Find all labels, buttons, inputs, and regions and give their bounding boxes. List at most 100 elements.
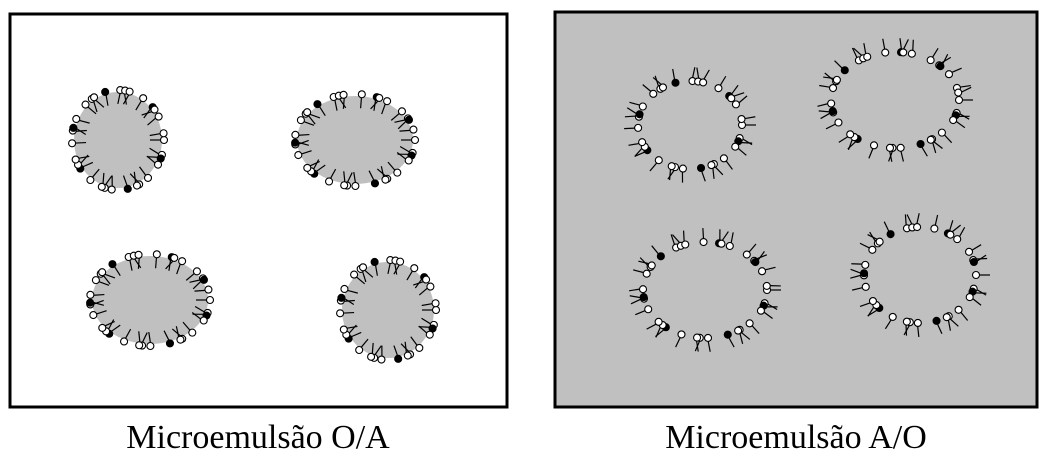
surfactant-head bbox=[705, 334, 712, 341]
surfactant-head bbox=[200, 317, 207, 324]
surfactant-head bbox=[950, 117, 957, 124]
surfactant-head bbox=[140, 95, 147, 102]
surfactant-head bbox=[87, 291, 94, 298]
surfactant-tail bbox=[195, 290, 206, 291]
surfactant-head bbox=[746, 320, 753, 327]
surfactant-head bbox=[200, 276, 207, 283]
surfactant-head bbox=[326, 178, 333, 185]
surfactant-head bbox=[433, 307, 440, 314]
surfactant-head bbox=[871, 142, 878, 149]
surfactant-head bbox=[82, 101, 89, 108]
surfactant-tail bbox=[361, 98, 362, 108]
surfactant-head bbox=[376, 94, 383, 101]
surfactant-head bbox=[835, 119, 842, 126]
surfactant-head bbox=[724, 331, 731, 338]
surfactant-head bbox=[72, 156, 79, 163]
surfactant-head bbox=[179, 258, 186, 265]
surfactant-head bbox=[136, 342, 143, 349]
surfactant-head bbox=[397, 258, 404, 265]
surfactant-head bbox=[147, 342, 154, 349]
surfactant-head bbox=[715, 85, 722, 92]
surfactant-head bbox=[732, 143, 739, 150]
surfactant-head bbox=[189, 329, 196, 336]
surfactant-head bbox=[153, 251, 160, 258]
surfactant-head bbox=[73, 115, 80, 122]
surfactant-head bbox=[356, 346, 363, 353]
surfactant-head bbox=[640, 294, 647, 301]
surfactant-head bbox=[735, 327, 742, 334]
surfactant-head bbox=[314, 101, 321, 108]
surfactant-head bbox=[763, 282, 770, 289]
surfactant-head bbox=[423, 276, 430, 283]
surfactant-head bbox=[91, 94, 98, 101]
surfactant-head bbox=[410, 126, 417, 133]
surfactant-head bbox=[645, 306, 652, 313]
surfactant-head bbox=[682, 241, 689, 248]
surfactant-head bbox=[135, 251, 142, 258]
surfactant-head bbox=[862, 261, 869, 268]
surfactant-head bbox=[886, 144, 893, 151]
surfactant-head bbox=[635, 124, 642, 131]
surfactant-tail bbox=[905, 214, 906, 225]
surfactant-head bbox=[394, 169, 401, 176]
surfactant-head bbox=[954, 236, 961, 243]
surfactant-tail bbox=[742, 143, 753, 144]
surfactant-head bbox=[889, 313, 896, 320]
surfactant-head bbox=[340, 91, 347, 98]
surfactant-head bbox=[927, 57, 934, 64]
surfactant-head bbox=[841, 67, 848, 74]
surfactant-head bbox=[698, 164, 705, 171]
surfactant-head bbox=[92, 277, 99, 284]
surfactant-tail bbox=[156, 258, 157, 268]
surfactant-head bbox=[90, 312, 97, 319]
surfactant-head bbox=[943, 314, 950, 321]
surfactant-head bbox=[829, 108, 836, 115]
surfactant-head bbox=[655, 157, 662, 164]
surfactant-head bbox=[655, 318, 662, 325]
surfactant-head bbox=[887, 231, 894, 238]
surfactant-head bbox=[657, 253, 664, 260]
surfactant-head bbox=[70, 124, 77, 131]
surfactant-head bbox=[351, 271, 358, 278]
surfactant-head bbox=[759, 268, 766, 275]
surfactant-head bbox=[869, 246, 876, 253]
surfactant-head bbox=[177, 336, 184, 343]
surfactant-head bbox=[937, 63, 944, 70]
caption: Microemulsão A/O bbox=[665, 419, 927, 456]
surfactant-tail bbox=[94, 295, 105, 296]
surfactant-head bbox=[341, 182, 348, 189]
surfactant-head bbox=[412, 137, 419, 144]
surfactant-head bbox=[358, 91, 365, 98]
surfactant-head bbox=[672, 79, 679, 86]
surfactant-tail bbox=[103, 173, 104, 184]
surfactant-head bbox=[956, 97, 963, 104]
surfactant-head bbox=[945, 71, 952, 78]
surfactant-head bbox=[126, 88, 133, 95]
surfactant-head bbox=[847, 131, 854, 138]
surfactant-head bbox=[931, 225, 938, 232]
surfactant-head bbox=[360, 264, 367, 271]
surfactant-tail bbox=[299, 135, 310, 136]
surfactant-head bbox=[297, 117, 304, 124]
surfactant-head bbox=[292, 139, 299, 146]
surfactant-head bbox=[340, 326, 347, 333]
surfactant-head bbox=[398, 108, 405, 115]
surfactant-head bbox=[378, 356, 385, 363]
surfactant-head bbox=[99, 324, 106, 331]
caption: Microemulsão O/A bbox=[126, 419, 390, 456]
surfactant-head bbox=[882, 49, 889, 56]
surfactant-head bbox=[166, 340, 173, 347]
water-in-oil-panel bbox=[555, 12, 1037, 407]
surfactant-head bbox=[694, 334, 701, 341]
surfactant-head bbox=[903, 318, 910, 325]
surfactant-head bbox=[151, 106, 158, 113]
surfactant-head bbox=[124, 185, 131, 192]
surfactant-head bbox=[416, 344, 423, 351]
surfactant-tail bbox=[670, 169, 671, 180]
surfactant-head bbox=[700, 239, 707, 246]
surfactant-head bbox=[668, 163, 675, 170]
surfactant-head bbox=[720, 155, 727, 162]
surfactant-head bbox=[678, 331, 685, 338]
surfactant-head bbox=[897, 144, 904, 151]
surfactant-head bbox=[155, 161, 162, 168]
